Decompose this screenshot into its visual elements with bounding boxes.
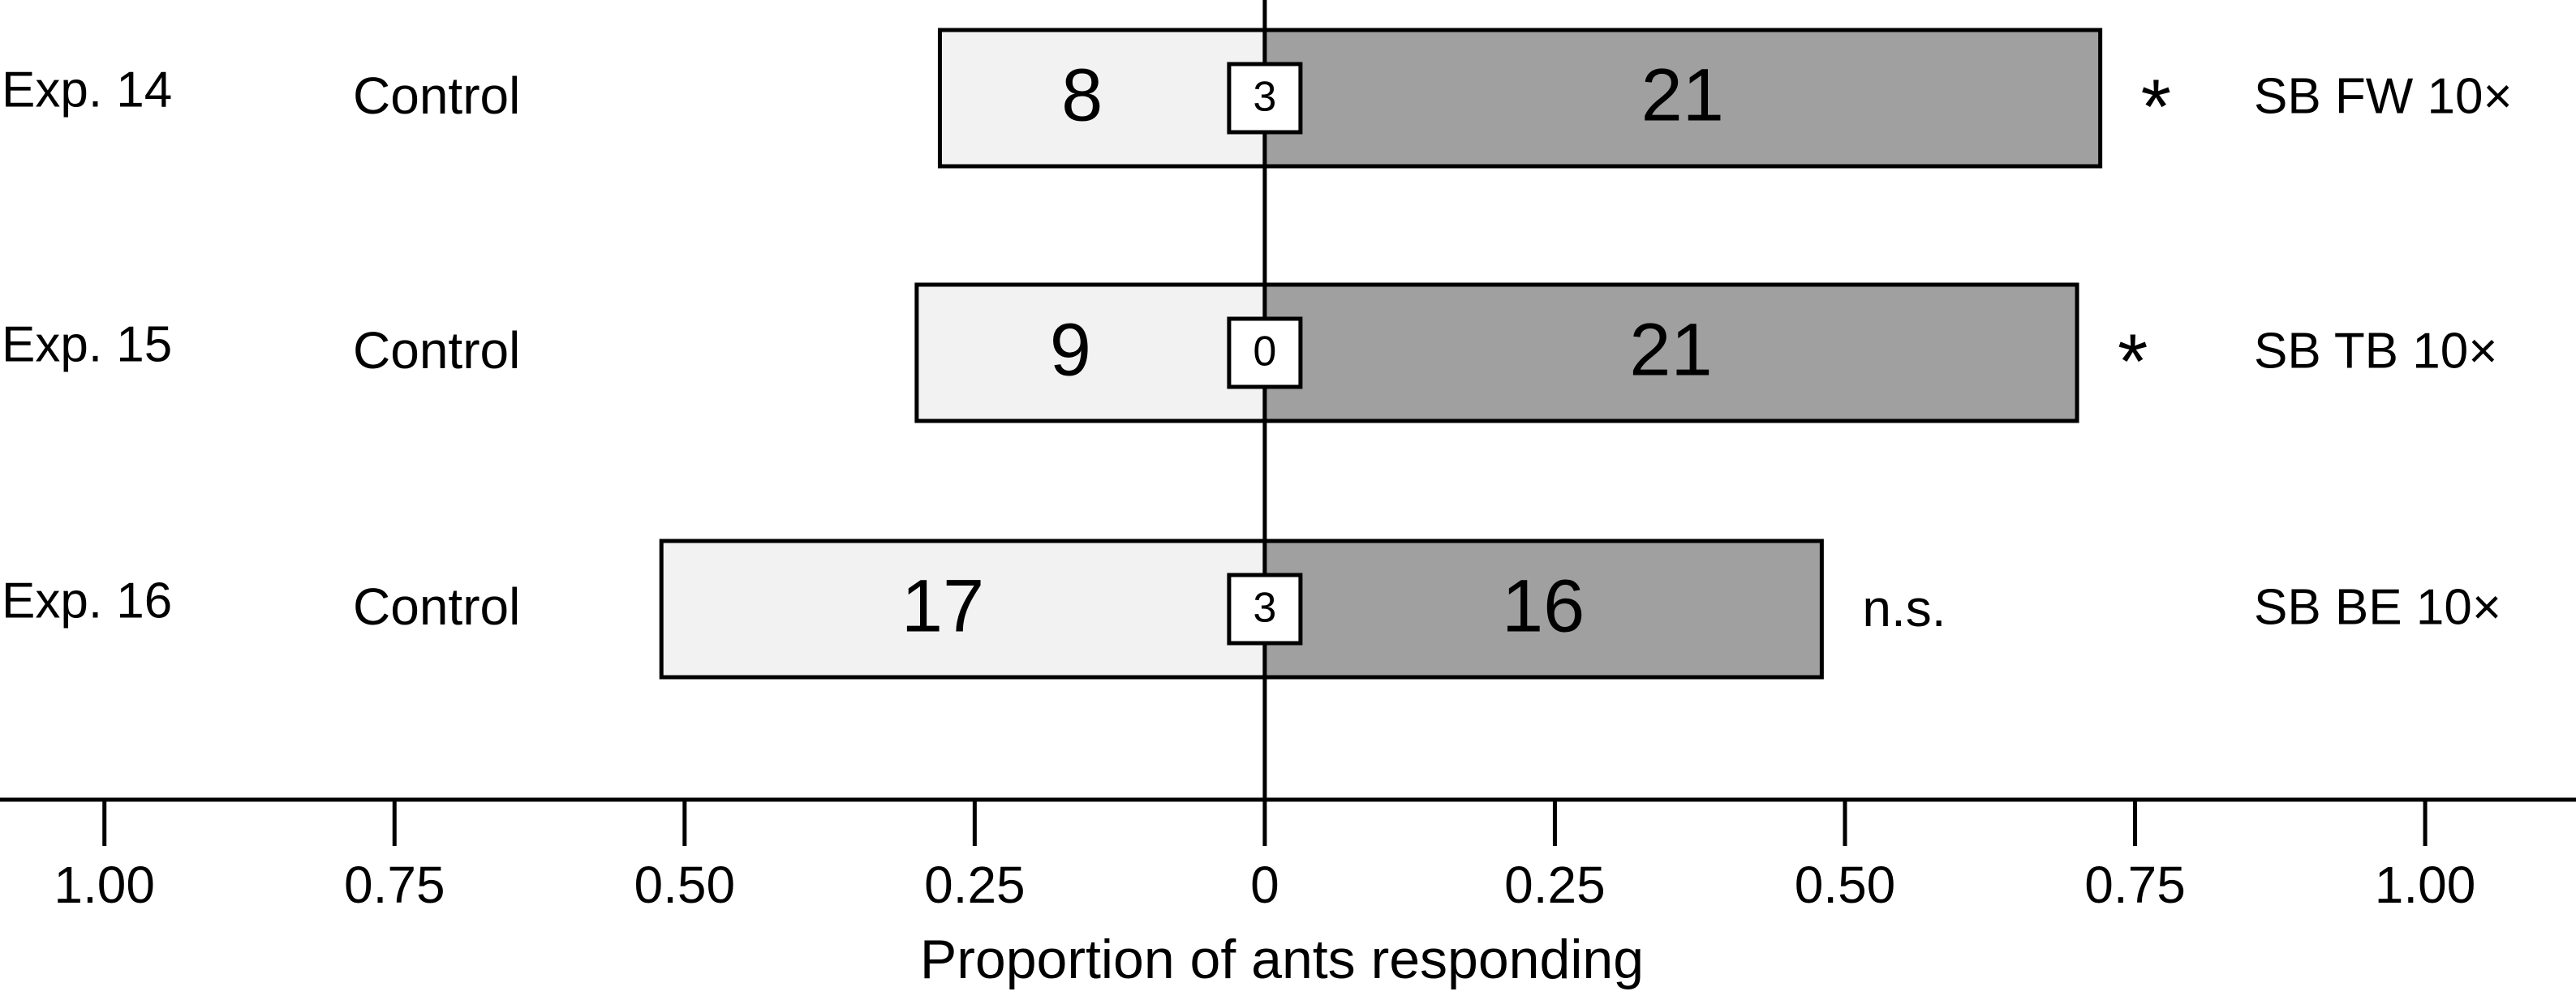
x-tick-label: 1.00 [2375,856,2476,914]
count-label: 16 [1502,564,1585,647]
no-choice-box [1227,62,1303,135]
x-tick-label: 0.50 [1795,856,1896,914]
x-tick-label: 0.75 [344,856,445,914]
significance: * [2118,318,2148,405]
no-choice-label: 3 [1253,585,1276,632]
count-label: 21 [1641,54,1724,136]
significance: n.s. [1862,579,1946,637]
row-label: Exp. 16 [2,573,172,629]
count-label: 9 [1050,308,1091,391]
row-label: Exp. 14 [2,62,172,118]
x-tick-label: 0.75 [2084,856,2186,914]
right-label: SB FW 10× [2254,68,2513,124]
significance: * [2141,63,2171,150]
left-label: Control [353,67,520,125]
x-tick-label: 0.25 [1504,856,1606,914]
bar [1262,28,2103,169]
x-axis-label: Proportion of ants responding [920,929,1644,990]
no-choice-label: 0 [1253,328,1276,376]
x-tick-label: 0 [1250,856,1279,914]
x-tick-label: 0.25 [924,856,1026,914]
no-choice-box [1227,316,1303,389]
x-tick-label: 1.00 [54,856,155,914]
count-label: 17 [901,564,984,647]
left-label: Control [353,321,520,380]
bar [1262,539,1824,680]
no-choice-box [1227,573,1303,646]
count-label: 21 [1629,308,1712,391]
right-label: SB BE 10× [2254,579,2501,635]
no-choice-label: 3 [1253,74,1276,121]
row-label: Exp. 15 [2,316,172,372]
left-label: Control [353,577,520,636]
right-label: SB TB 10× [2254,323,2497,379]
x-tick-label: 0.50 [634,856,736,914]
count-label: 8 [1061,54,1103,136]
